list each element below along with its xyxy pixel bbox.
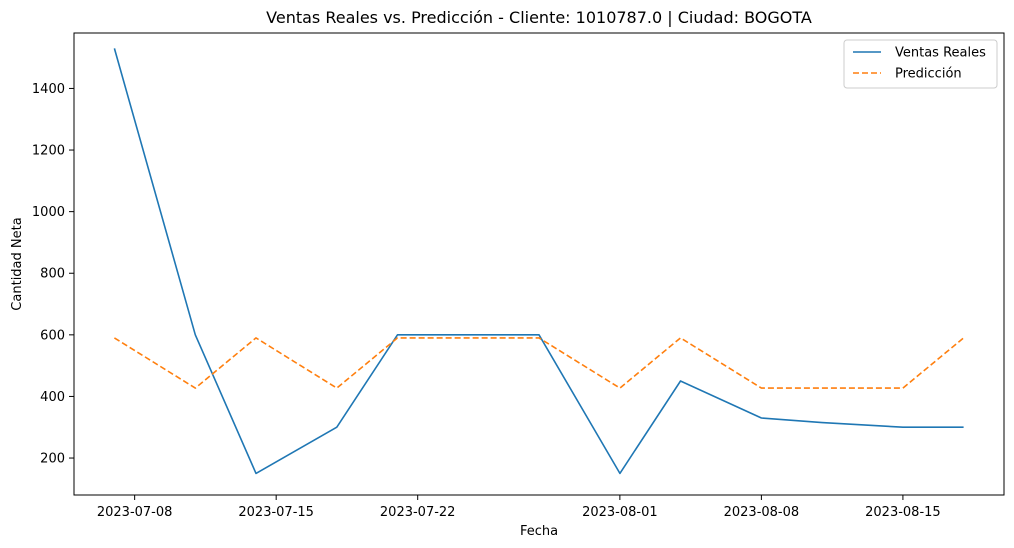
y-tick-label: 1400 (32, 82, 65, 97)
plot-area: 200 400 600 800 1000 1200 1400 2023-07-08 2023-0… (32, 32, 1005, 520)
y-tick-label: 1000 (32, 205, 65, 220)
y-tick-label: 200 (40, 452, 65, 467)
plot-frame (73, 32, 1005, 496)
x-tick-label: 2023-07-08 (97, 505, 173, 520)
chart-title: Ventas Reales vs. Predicción - Cliente: … (266, 8, 812, 27)
legend: Ventas Reales Predicción (843, 39, 998, 89)
x-tick-label: 2023-07-22 (380, 505, 456, 520)
x-tick-label: 2023-08-15 (865, 505, 941, 520)
legend-label: Ventas Reales (895, 46, 986, 61)
legend-box (843, 39, 998, 89)
legend-label: Predicción (895, 67, 962, 82)
y-tick-label: 800 (40, 267, 65, 282)
series-line-1 (113, 48, 964, 475)
y-axis-title: Cantidad Neta (10, 217, 25, 310)
series-line-2 (113, 337, 965, 389)
y-tick-label: 1200 (32, 144, 65, 159)
x-tick-label: 2023-07-15 (238, 505, 314, 520)
x-axis-title: Fecha (520, 524, 558, 539)
x-tick-label: 2023-08-08 (724, 505, 800, 520)
x-tick-label: 2023-08-01 (582, 505, 658, 520)
y-tick-label: 400 (40, 390, 65, 405)
y-tick-label: 600 (40, 328, 65, 343)
